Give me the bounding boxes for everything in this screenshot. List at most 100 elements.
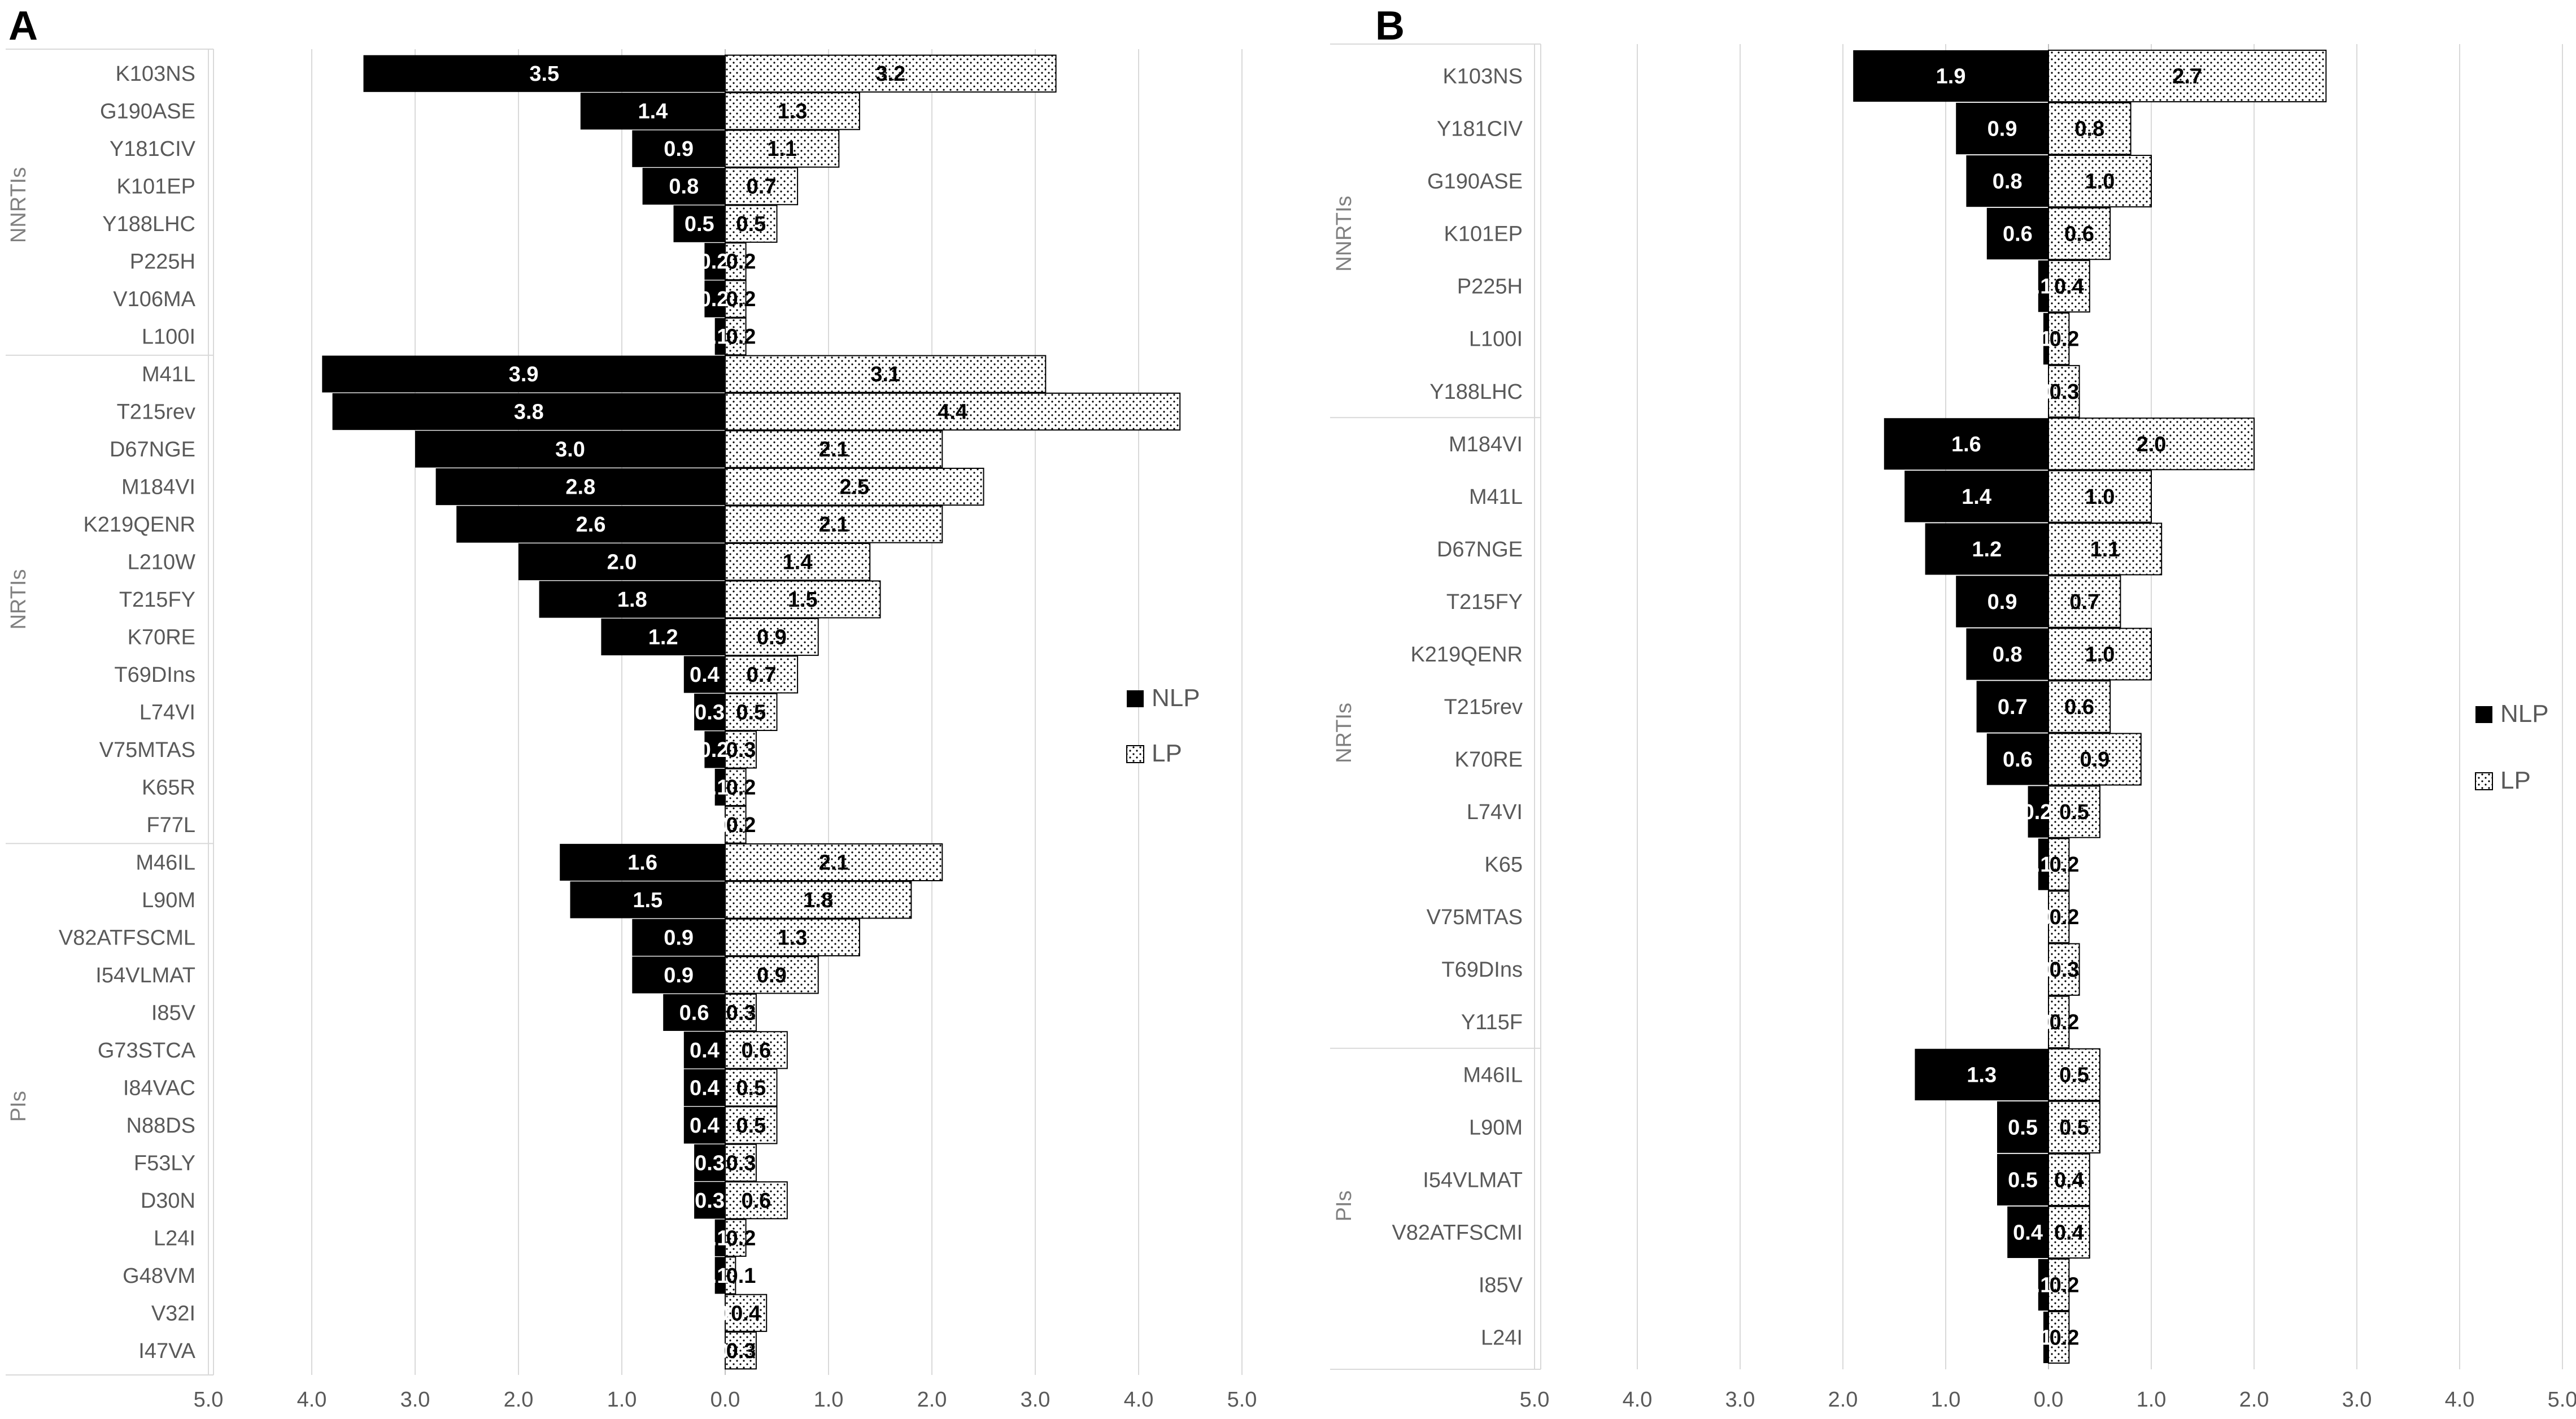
x-tick-label: 4.0 <box>2445 1388 2475 1412</box>
data-label-nlp: 1.2 <box>648 626 678 650</box>
x-tick-label: 1.0 <box>814 1388 844 1412</box>
bar-nlp <box>415 430 725 468</box>
data-label-lp: 0.2 <box>2050 328 2080 351</box>
data-label-nlp: 3.5 <box>529 62 559 86</box>
category-label: T215FY <box>119 588 195 612</box>
data-label-lp: 2.0 <box>2137 433 2167 456</box>
category-label: T69DIns <box>114 663 195 687</box>
bar-nlp <box>1925 523 2048 575</box>
category-label: L24I <box>1481 1326 1523 1350</box>
data-label-nlp: 0.9 <box>664 926 694 950</box>
data-label-nlp: 0.1 <box>2023 853 2052 877</box>
bar-nlp <box>704 243 725 280</box>
data-label-lp: 0.2 <box>2050 1273 2080 1297</box>
bar-lp <box>2048 785 2100 838</box>
category-label: I54VLMAT <box>1423 1168 1523 1192</box>
bar-lp <box>725 918 860 956</box>
data-label-lp: 0.1 <box>726 1264 756 1288</box>
bar-lp <box>725 505 943 543</box>
data-label-nlp: 0.5 <box>2008 1116 2038 1139</box>
category-label: L24I <box>154 1226 195 1250</box>
data-label-nlp: 0.2 <box>699 250 729 274</box>
category-label: K219QENR <box>83 513 195 537</box>
bar-lp <box>725 280 747 318</box>
data-label-nlp: 0.1 <box>699 1264 729 1288</box>
bar-lp <box>725 542 871 581</box>
data-label-nlp: 0.2 <box>2023 800 2052 824</box>
bar-lp <box>2048 102 2132 155</box>
data-label-lp: 0.4 <box>731 1302 761 1325</box>
bar-lp <box>725 242 747 281</box>
bar-lp <box>2048 995 2070 1048</box>
bar-nlp <box>332 393 725 430</box>
bar-lp <box>2048 1048 2100 1101</box>
category-label: I84VAC <box>123 1076 195 1100</box>
bar-lp <box>2048 890 2070 943</box>
data-label-lp: 0.4 <box>2054 1168 2084 1192</box>
data-label-nlp: 0.4 <box>2013 1221 2043 1244</box>
bar-nlp <box>2038 1259 2048 1311</box>
data-label-nlp: 0.0 <box>699 1339 729 1363</box>
bar-nlp <box>1966 628 2048 680</box>
bar-lp <box>2048 155 2152 208</box>
bar-lp <box>2048 628 2152 681</box>
x-tick-label: 2.0 <box>2239 1388 2269 1412</box>
data-label-lp: 0.9 <box>2080 748 2109 772</box>
category-label: N88DS <box>127 1114 196 1138</box>
data-label-lp: 0.2 <box>2050 853 2080 877</box>
category-label: G190ASE <box>100 100 195 124</box>
category-label: F77L <box>146 813 195 837</box>
bar-lp <box>725 204 778 243</box>
x-tick-label: 1.0 <box>2137 1388 2167 1412</box>
group-label: PIs <box>1332 1190 1356 1221</box>
data-label-lp: 1.5 <box>788 588 818 612</box>
bar-nlp <box>570 881 725 919</box>
data-label-lp: 0.3 <box>2050 958 2080 982</box>
data-label-lp: 0.2 <box>2050 1326 2080 1350</box>
bar-nlp <box>1956 576 2048 628</box>
data-label-lp: 1.8 <box>803 889 833 912</box>
data-label-lp: 0.5 <box>736 212 766 236</box>
bar-nlp <box>1976 681 2048 733</box>
bar-lp <box>725 730 757 769</box>
bar-nlp <box>683 1107 725 1144</box>
data-label-lp: 1.0 <box>2085 643 2115 667</box>
bar-nlp <box>714 1219 725 1256</box>
bar-nlp <box>456 506 725 543</box>
bar-lp <box>2048 312 2070 365</box>
x-tick-label: 3.0 <box>2342 1388 2372 1412</box>
category-label: Y115F <box>1461 1011 1523 1034</box>
bar-nlp <box>322 355 725 393</box>
bar-lp <box>725 1181 788 1220</box>
bar-lp <box>725 956 819 994</box>
bar-nlp <box>1997 1154 2048 1205</box>
category-label: P225H <box>130 250 195 274</box>
bar-nlp <box>683 1031 725 1069</box>
bar-lp <box>2048 1153 2090 1206</box>
data-label-nlp: 0.0 <box>2023 906 2052 929</box>
bar-nlp <box>632 919 725 956</box>
bar-nlp <box>704 731 725 768</box>
bar-nlp <box>1853 50 2048 102</box>
data-label-lp: 0.8 <box>2074 117 2104 141</box>
category-label: G73STCA <box>98 1039 196 1063</box>
bar-nlp <box>539 581 725 618</box>
data-label-nlp: 0.8 <box>1993 170 2023 194</box>
category-label: D67NGE <box>110 438 195 462</box>
data-label-nlp: 1.3 <box>1967 1063 1997 1087</box>
data-label-lp: 0.4 <box>2054 1221 2084 1244</box>
category-label: M41L <box>1469 485 1523 509</box>
data-label-nlp: 0.9 <box>1987 590 2017 614</box>
category-label: K65R <box>142 776 195 799</box>
data-label-nlp: 0.8 <box>669 175 699 199</box>
data-label-lp: 1.3 <box>778 926 808 950</box>
data-label-lp: 0.5 <box>736 701 766 725</box>
category-label: K70RE <box>1455 748 1523 772</box>
bar-lp <box>2048 838 2070 891</box>
bar-nlp <box>363 55 725 92</box>
data-label-nlp: 2.8 <box>565 476 595 499</box>
legend-label-lp: LP <box>2500 767 2531 794</box>
x-tick-label: 5.0 <box>1520 1388 1550 1412</box>
data-label-nlp: 0.1 <box>699 1226 729 1250</box>
